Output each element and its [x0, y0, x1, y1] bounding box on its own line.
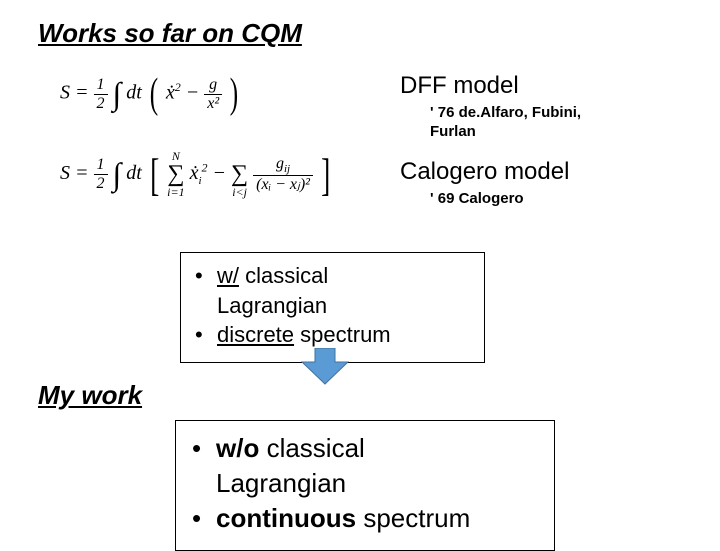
rbracket: ] — [321, 148, 330, 201]
sigma-icon: ∑ — [231, 164, 248, 186]
rparen: ) — [230, 70, 238, 118]
classical: classical — [259, 433, 364, 463]
discrete: discrete — [217, 322, 294, 347]
eq2-minus: − — [213, 162, 232, 184]
box2-line1: • w/o classical Lagrangian — [192, 431, 538, 501]
integral-sign: ∫ — [113, 76, 122, 112]
box1-line1: • w/ classical Lagrangian — [195, 261, 470, 320]
num: gij — [253, 155, 313, 176]
dff-model-label: DFF model — [400, 72, 519, 100]
eq2-frac2: gij (xᵢ − xⱼ)² — [253, 155, 313, 194]
sum2: ∑ i<j — [231, 149, 248, 201]
sum1-bot: i=1 — [167, 185, 184, 200]
num: 1 — [94, 156, 108, 175]
my-work-title: My work — [38, 380, 142, 411]
lagrangian: Lagrangian — [216, 468, 346, 498]
bullet-icon: • — [195, 261, 217, 320]
box1-text2: discrete spectrum — [217, 320, 391, 350]
box2-text1: w/o classical Lagrangian — [216, 431, 365, 501]
eq1-dt: dt — [126, 82, 142, 104]
den: 2 — [94, 175, 108, 193]
continuous: continuous — [216, 503, 356, 533]
eq1-half: 1 2 — [94, 76, 108, 112]
lbracket: [ — [150, 148, 159, 201]
arrow-shape — [302, 348, 348, 384]
eq1-exp: 2 — [175, 80, 181, 94]
sum2-bot: i<j — [231, 185, 248, 200]
my-work-box: • w/o classical Lagrangian • continuous … — [175, 420, 555, 551]
eq1-xdot: ẋ — [166, 82, 175, 104]
spectrum: spectrum — [356, 503, 470, 533]
w-slash: w/ — [217, 263, 239, 288]
integral-sign: ∫ — [113, 156, 122, 192]
calogero-model-label: Calogero model — [400, 158, 569, 186]
sum1: N ∑ i=1 — [167, 149, 184, 201]
den: x² — [204, 95, 222, 113]
eq2-half: 1 2 — [94, 156, 108, 192]
box2-text2: continuous spectrum — [216, 501, 470, 536]
equals: = — [75, 162, 94, 184]
spectrum: spectrum — [294, 322, 391, 347]
g: g — [276, 155, 284, 172]
calogero-citation: ' 69 Calogero — [430, 190, 524, 207]
lparen: ( — [150, 70, 158, 118]
eq1-lhs: S — [60, 82, 70, 104]
den: (xᵢ − xⱼ)² — [253, 176, 313, 194]
eq2-lhs: S — [60, 162, 70, 184]
wo: w/o — [216, 433, 259, 463]
box1-text1: w/ classical Lagrangian — [217, 261, 328, 320]
section-title: Works so far on CQM — [38, 18, 302, 49]
equation-dff: S = 1 2 ∫ dt ( ẋ2 − g x² ) — [60, 70, 241, 118]
equation-calogero: S = 1 2 ∫ dt [ N ∑ i=1 ẋi2 − ∑ i<j gij (… — [60, 148, 333, 201]
box1-line2: • discrete spectrum — [195, 320, 470, 350]
cite-line1: ' 76 de.Alfaro, Fubini, — [430, 104, 581, 121]
eq2-exp: 2 — [202, 160, 208, 174]
num: 1 — [94, 76, 108, 95]
bullet-icon: • — [192, 501, 216, 536]
eq1-minus: − — [186, 82, 205, 104]
cite-line2: Furlan — [430, 123, 476, 140]
eq2-sub-i: i — [198, 175, 201, 187]
equals: = — [75, 82, 94, 104]
den: 2 — [94, 95, 108, 113]
sigma-icon: ∑ — [167, 164, 184, 186]
eq1-frac2: g x² — [204, 76, 222, 112]
bullet-icon: • — [192, 431, 216, 501]
bullet-icon: • — [195, 320, 217, 350]
box2-line2: • continuous spectrum — [192, 501, 538, 536]
dff-citation: ' 76 de.Alfaro, Fubini, Furlan — [430, 104, 581, 142]
ij: ij — [284, 163, 290, 175]
prior-work-box: • w/ classical Lagrangian • discrete spe… — [180, 252, 485, 363]
num: g — [204, 76, 222, 95]
eq2-dt: dt — [126, 162, 142, 184]
classical: classical — [239, 263, 328, 288]
down-arrow-icon — [300, 348, 350, 388]
lagrangian: Lagrangian — [217, 293, 327, 318]
